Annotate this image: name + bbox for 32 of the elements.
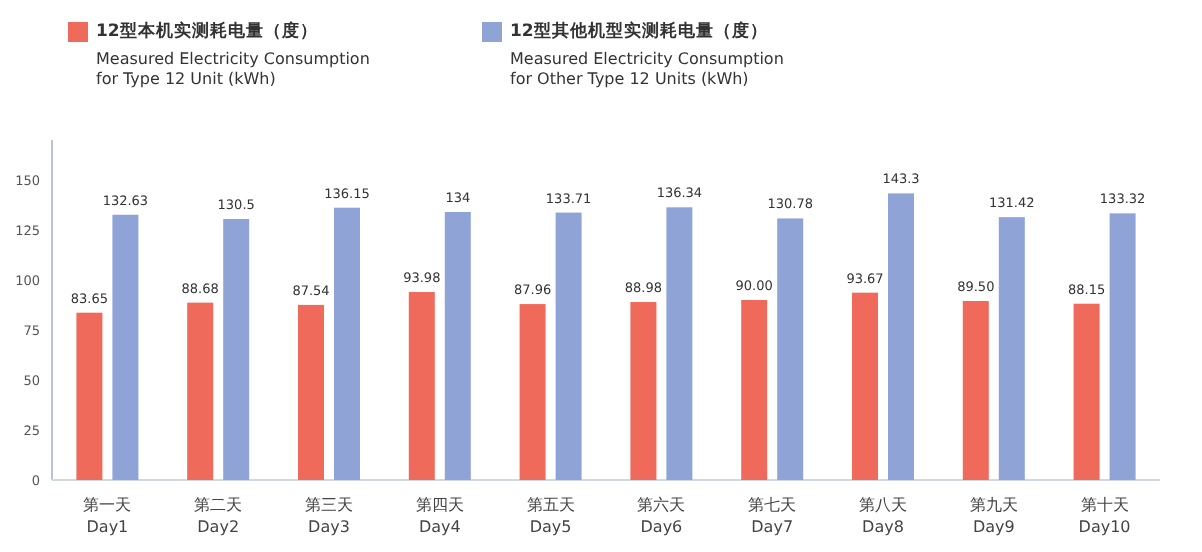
x-tick-label: 第二天 Day2 — [194, 496, 243, 536]
legend-label: 12型本机实测耗电量（度） Measured Electricity Consumption for Type 12 Unit (kWh) — [96, 20, 370, 88]
bar — [76, 312, 103, 480]
bar — [998, 217, 1025, 480]
x-tick-label: 第十天 Day10 — [1078, 496, 1131, 536]
bar — [1073, 303, 1100, 480]
x-tick-label: 第八天 Day8 — [859, 496, 907, 536]
bar — [852, 292, 878, 480]
bar — [298, 304, 324, 480]
x-tick-label: 第三天 Day3 — [305, 496, 353, 536]
bar — [408, 292, 435, 480]
bar — [1109, 213, 1136, 480]
x-tick-label: 第五天 Day5 — [526, 496, 575, 536]
bar — [741, 300, 768, 480]
x-tick-label: 第九天 Day9 — [969, 496, 1018, 536]
bar — [630, 302, 657, 480]
bar — [888, 193, 914, 480]
x-tick-label: 第四天 Day4 — [415, 496, 464, 536]
bar — [666, 207, 693, 480]
bar — [334, 207, 360, 480]
bar — [962, 301, 989, 480]
bar — [777, 218, 804, 480]
bar — [187, 302, 214, 480]
x-tick-label: 第六天 Day6 — [637, 496, 686, 536]
bar — [519, 304, 546, 480]
bar — [223, 219, 250, 480]
bar — [444, 212, 471, 480]
x-tick-label: 第七天 Day7 — [748, 496, 797, 536]
x-tick-label: 第一天 Day1 — [83, 496, 132, 536]
bar — [555, 212, 582, 480]
bar — [112, 214, 139, 480]
legend-label: 12型其他机型实测耗电量（度） Measured Electricity Consumption for Other Type 12 Units (kWh) — [510, 20, 784, 88]
